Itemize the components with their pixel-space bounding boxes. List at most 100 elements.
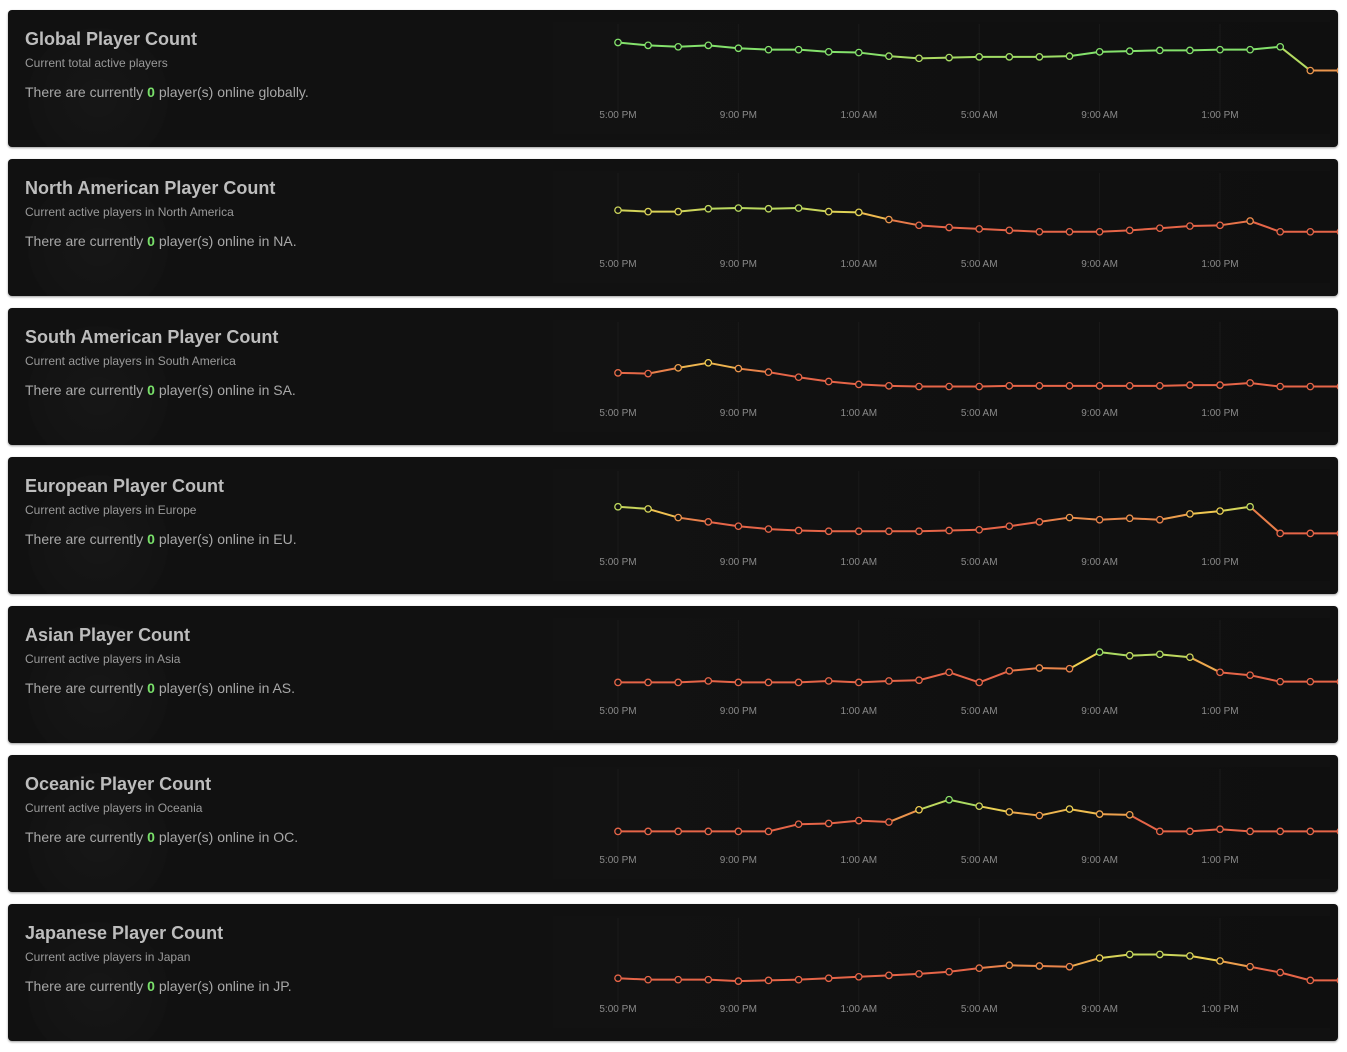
data-point xyxy=(1246,827,1254,836)
series-line-segment xyxy=(1249,505,1282,535)
flag-watermark xyxy=(28,475,168,594)
series-line-segment xyxy=(1068,957,1101,968)
series-line-segment xyxy=(1128,653,1161,657)
data-point xyxy=(1005,522,1014,531)
data-point xyxy=(885,215,893,224)
data-point xyxy=(1276,827,1285,836)
series-line-segment xyxy=(887,384,920,388)
player-count-chart: 5:00 PM 9:00 PM 1:00 AM 5:00 AM 9:00 AM 1:00 … xyxy=(545,308,1338,445)
status-suffix: player(s) online globally. xyxy=(154,84,309,100)
data-point xyxy=(824,207,833,216)
series-line-segment xyxy=(737,979,770,983)
series-line-segment xyxy=(647,44,680,48)
data-point xyxy=(704,827,713,836)
data-point xyxy=(764,368,773,377)
data-point xyxy=(614,369,622,377)
data-point xyxy=(945,668,953,677)
data-point xyxy=(885,527,893,536)
panel-info: North American Player Count Current acti… xyxy=(25,159,545,296)
data-point xyxy=(674,678,683,687)
panel-info: Japanese Player Count Current active pla… xyxy=(25,904,545,1041)
data-point xyxy=(975,382,984,391)
data-point xyxy=(1035,381,1044,390)
data-point xyxy=(644,369,652,378)
series-line-segment xyxy=(647,366,680,375)
data-point xyxy=(1035,962,1044,970)
player-count-chart: 5:00 PM 9:00 PM 1:00 AM 5:00 AM 9:00 AM 1:00 … xyxy=(545,755,1338,892)
data-point xyxy=(1186,381,1194,389)
series-line-segment xyxy=(1098,813,1131,816)
player-count-chart: 5:00 PM 9:00 PM 1:00 AM 5:00 AM 9:00 AM 1:00 … xyxy=(545,606,1338,743)
data-point xyxy=(614,678,622,687)
data-point xyxy=(764,976,773,985)
series-line-segment xyxy=(797,529,830,533)
data-point xyxy=(1216,45,1224,54)
data-point xyxy=(734,522,743,531)
series-line-segment xyxy=(978,805,1011,813)
data-point xyxy=(854,527,863,536)
data-point xyxy=(1276,42,1285,51)
series-line-segment xyxy=(1098,517,1131,521)
data-point xyxy=(1276,529,1285,538)
x-tick-label: 1:00 AM xyxy=(840,259,877,270)
series-line-segment xyxy=(1008,810,1041,817)
data-point xyxy=(1065,805,1074,813)
series-line-segment xyxy=(1098,651,1131,657)
panel-subtitle: Current active players in North America xyxy=(25,205,234,219)
x-tick-label: 1:00 PM xyxy=(1201,110,1238,121)
x-tick-label: 5:00 PM xyxy=(599,408,636,419)
x-tick-label: 1:00 AM xyxy=(840,557,877,568)
panel-title: Asian Player Count xyxy=(25,625,191,645)
player-count: 0 xyxy=(147,84,155,100)
panel-oceania: Oceanic Player Count Current active play… xyxy=(8,755,1338,892)
data-point xyxy=(1125,810,1134,819)
status-prefix: There are currently xyxy=(25,233,148,249)
data-point xyxy=(885,818,893,826)
x-tick-label: 5:00 PM xyxy=(599,706,636,717)
series-line-segment xyxy=(617,371,650,375)
panel-subtitle: Current active players in Europe xyxy=(25,503,197,517)
series-line-segment xyxy=(978,669,1011,684)
series-line-segment xyxy=(948,798,981,808)
data-point xyxy=(975,964,984,973)
series-line-segment xyxy=(677,44,710,48)
data-point xyxy=(945,795,953,804)
status-prefix: There are currently xyxy=(25,978,148,994)
panel-subtitle: Current total active players xyxy=(25,56,168,70)
online-status: There are currently 0 player(s) online i… xyxy=(25,531,297,547)
data-point xyxy=(644,505,652,513)
player-count-chart: 5:00 PM 9:00 PM 1:00 AM 5:00 AM 9:00 AM 1:00 … xyxy=(545,10,1338,147)
series-line-segment xyxy=(1219,505,1252,513)
series-line-segment xyxy=(857,974,890,978)
data-point xyxy=(885,52,893,61)
series-line-segment xyxy=(1008,520,1041,528)
series-line-segment xyxy=(1188,954,1221,962)
data-point xyxy=(1005,226,1014,235)
series-line-segment xyxy=(857,819,890,824)
data-point xyxy=(1186,510,1194,518)
data-point xyxy=(915,382,923,391)
data-point xyxy=(824,819,833,828)
data-point xyxy=(1246,962,1254,971)
x-tick-label: 1:00 PM xyxy=(1201,1004,1238,1015)
series-line-segment xyxy=(1158,653,1191,659)
data-point xyxy=(704,204,713,213)
series-line-segment xyxy=(1219,220,1252,227)
data-point xyxy=(1155,381,1164,390)
series-line-segment xyxy=(1158,512,1191,521)
series-line-segment xyxy=(1158,225,1191,230)
data-point xyxy=(1336,530,1338,537)
x-tick-label: 1:00 PM xyxy=(1201,408,1238,419)
data-point xyxy=(734,827,743,836)
series-line-segment xyxy=(1038,965,1071,968)
panel-info: Oceanic Player Count Current active play… xyxy=(25,755,545,892)
series-line-segment xyxy=(978,227,1011,232)
player-count: 0 xyxy=(147,978,155,994)
panel-title: North American Player Count xyxy=(25,178,276,198)
plot-area xyxy=(553,767,1330,879)
online-status: There are currently 0 player(s) online i… xyxy=(25,680,295,696)
online-status: There are currently 0 player(s) online i… xyxy=(25,829,298,845)
series-line-segment xyxy=(707,361,740,370)
series-line-segment xyxy=(1098,229,1131,233)
data-point xyxy=(1125,514,1134,523)
